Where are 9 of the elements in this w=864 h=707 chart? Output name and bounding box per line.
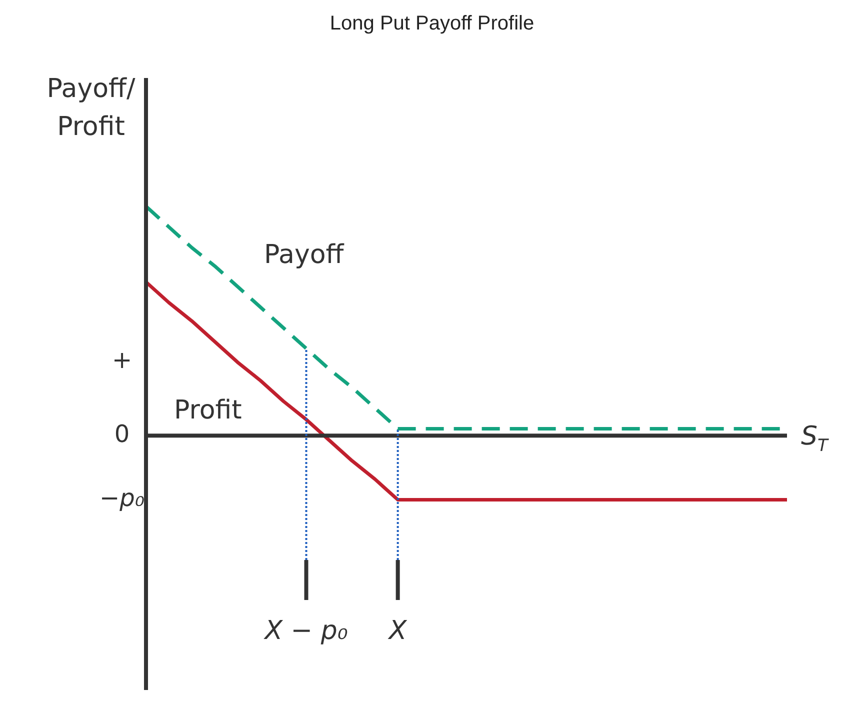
y-axis-title: Payoff/ Profit — [46, 74, 136, 142]
text: 0 — [114, 420, 130, 448]
text: −p₀ — [100, 484, 145, 512]
text: + — [112, 346, 132, 374]
x-tick-label: X — [386, 616, 408, 646]
series-label: Profit — [174, 395, 242, 426]
chart-title: Long Put Payoff Profile — [330, 12, 534, 35]
x-tick-label: X − p₀ — [262, 616, 348, 646]
series-label: Payoff — [264, 240, 345, 270]
